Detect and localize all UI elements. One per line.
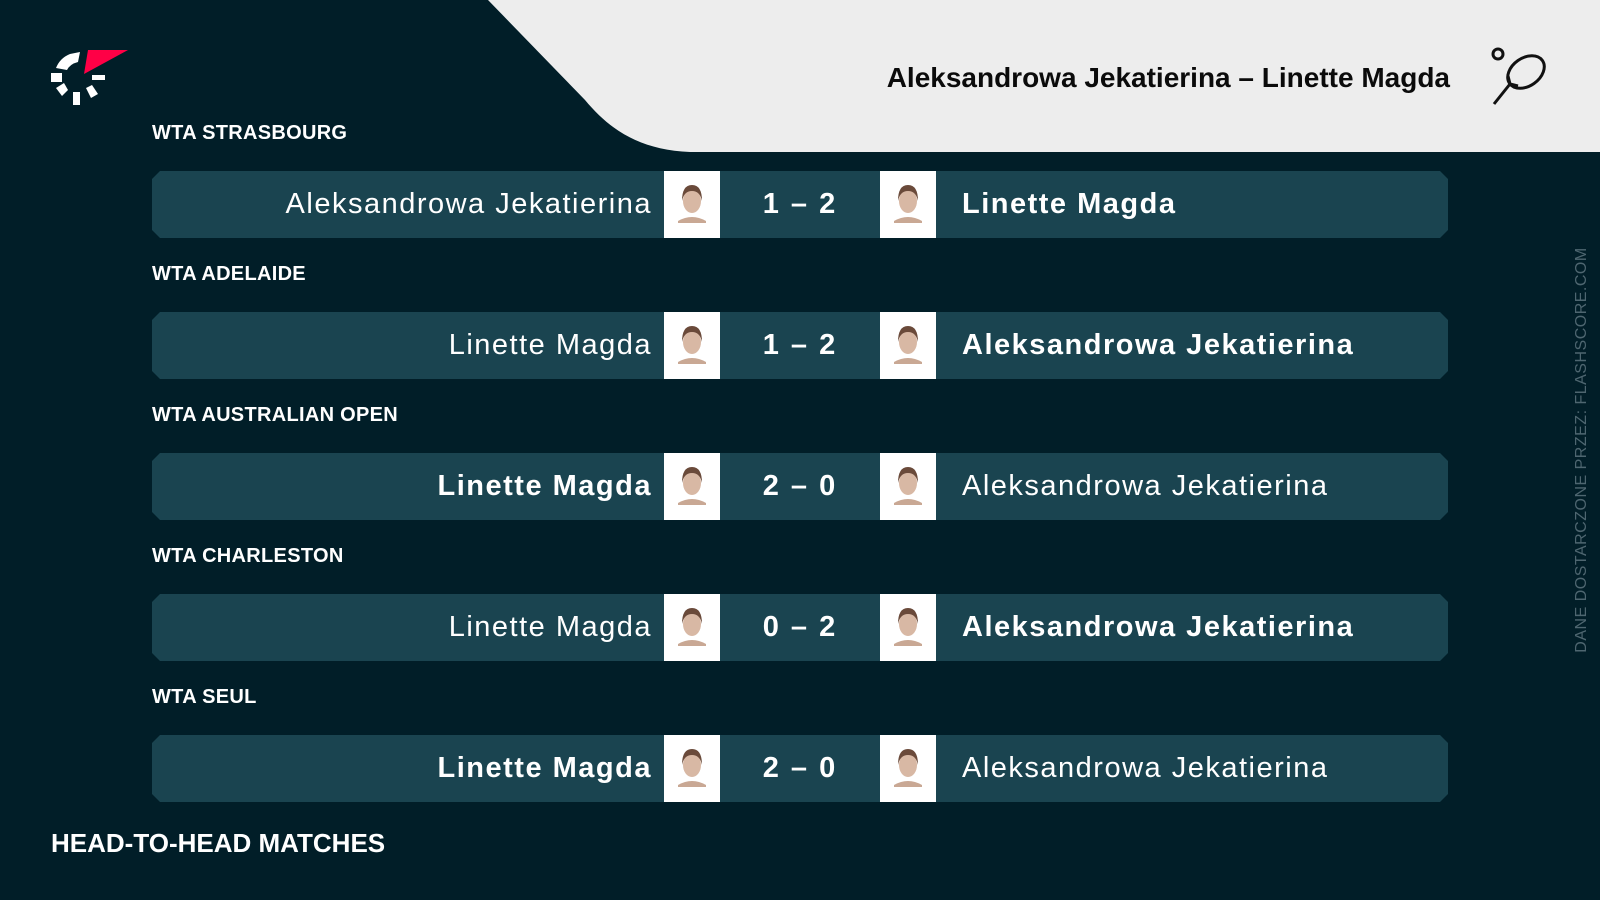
- home-player-photo: [664, 594, 720, 661]
- away-player: Aleksandrowa Jekatierina: [962, 611, 1355, 643]
- away-player: Aleksandrowa Jekatierina: [962, 329, 1355, 361]
- home-player: Linette Magda: [448, 329, 652, 361]
- away-player: Linette Magda: [962, 188, 1177, 220]
- header-background: [488, 0, 1600, 152]
- score: 1 – 2: [762, 188, 838, 220]
- home-player: Linette Magda: [437, 470, 652, 502]
- home-player: Linette Magda: [437, 752, 652, 784]
- flashscore-logo: [51, 50, 128, 105]
- section-title: HEAD-TO-HEAD MATCHES: [51, 828, 386, 858]
- home-player: Linette Magda: [448, 611, 652, 643]
- away-player-photo: [880, 171, 936, 238]
- tournament-label: WTA STRASBOURG: [152, 122, 348, 144]
- away-player-photo: [880, 735, 936, 802]
- tournament-label: WTA SEUL: [152, 686, 257, 708]
- tournament-label: WTA ADELAIDE: [152, 263, 306, 285]
- score: 0 – 2: [762, 611, 838, 643]
- away-player: Aleksandrowa Jekatierina: [962, 752, 1329, 784]
- home-player: Aleksandrowa Jekatierina: [285, 188, 652, 220]
- home-player-photo: [664, 735, 720, 802]
- away-player: Aleksandrowa Jekatierina: [962, 470, 1329, 502]
- tennis-racket-icon: [1491, 47, 1546, 105]
- match-row[interactable]: Linette Magda 1 – 2 Aleksandrowa Jekatie…: [152, 312, 1448, 379]
- score: 2 – 0: [762, 470, 838, 502]
- data-credit: DANE DOSTARCZONE PRZEZ: FLASHSCORE.COM: [1573, 247, 1590, 653]
- home-player-photo: [664, 312, 720, 379]
- tournament-label: WTA AUSTRALIAN OPEN: [152, 404, 399, 426]
- score: 2 – 0: [762, 752, 838, 784]
- score: 1 – 2: [762, 329, 838, 361]
- away-player-photo: [880, 453, 936, 520]
- match-row[interactable]: Linette Magda 2 – 0 Aleksandrowa Jekatie…: [152, 453, 1448, 520]
- away-player-photo: [880, 312, 936, 379]
- matchup-title: Aleksandrowa Jekatierina – Linette Magda: [886, 62, 1450, 93]
- home-player-photo: [664, 453, 720, 520]
- home-player-photo: [664, 171, 720, 238]
- match-row[interactable]: Linette Magda 2 – 0 Aleksandrowa Jekatie…: [152, 735, 1448, 802]
- away-player-photo: [880, 594, 936, 661]
- match-row[interactable]: Aleksandrowa Jekatierina 1 – 2 Linette M…: [152, 171, 1448, 238]
- match-row[interactable]: Linette Magda 0 – 2 Aleksandrowa Jekatie…: [152, 594, 1448, 661]
- tournament-label: WTA CHARLESTON: [152, 545, 344, 567]
